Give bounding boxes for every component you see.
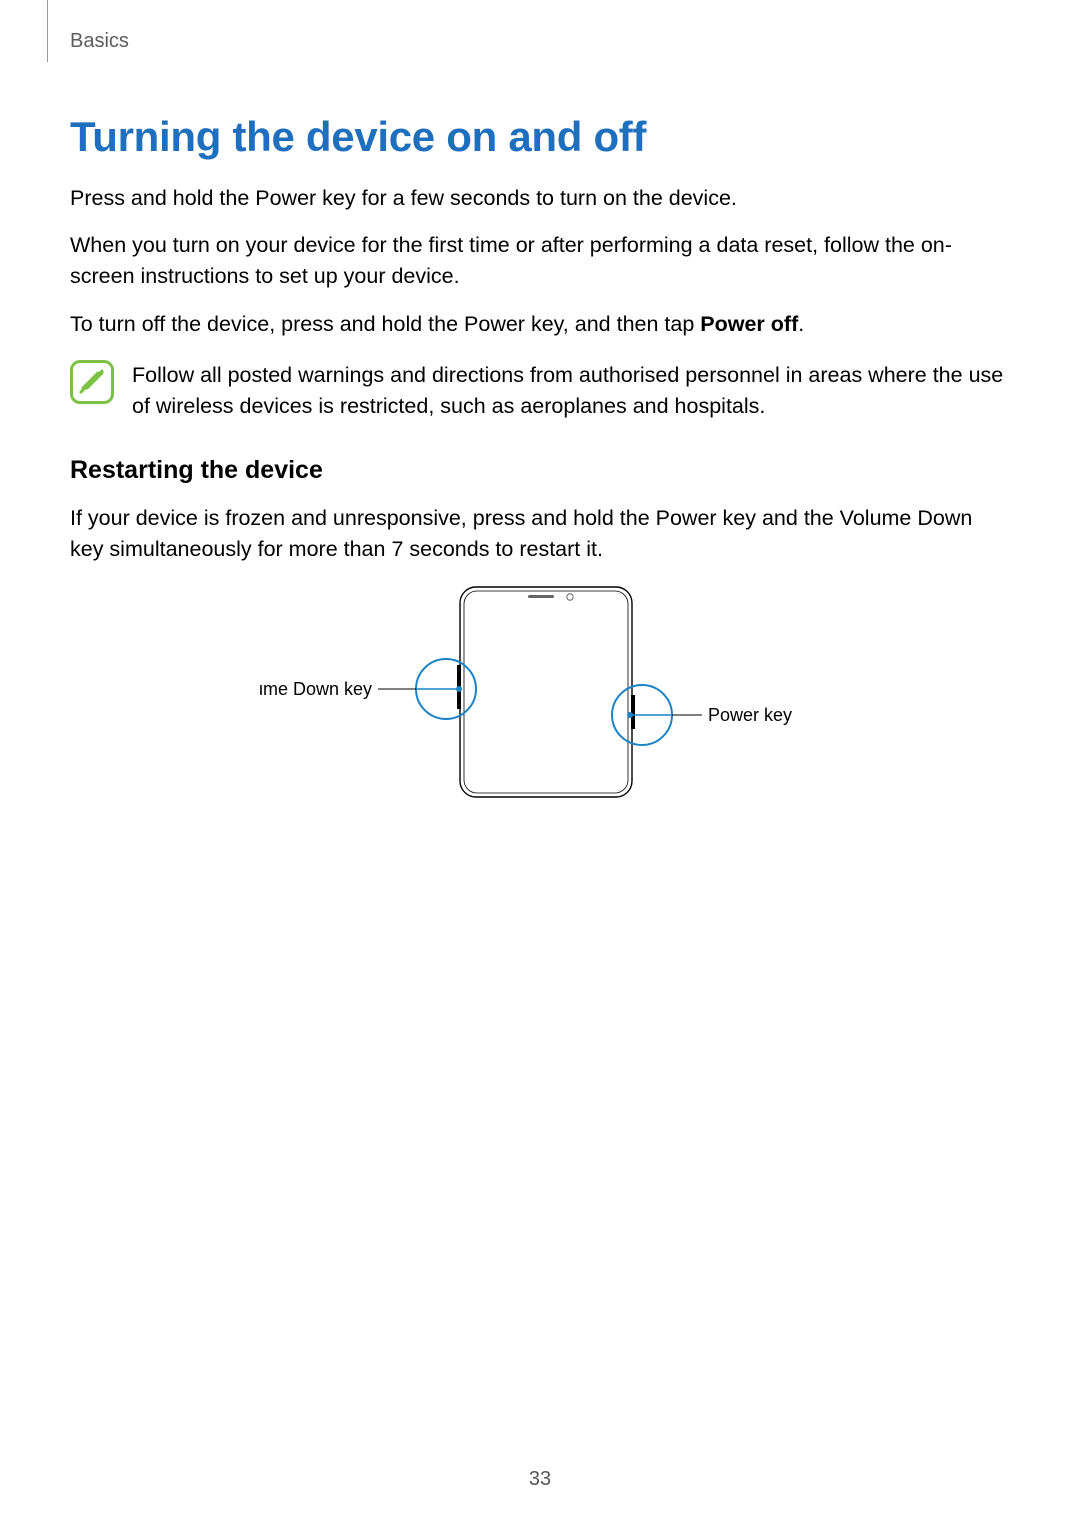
sub-paragraph: If your device is frozen and unresponsiv…	[70, 503, 1010, 565]
margin-line	[47, 0, 48, 62]
paragraph-3-pre: To turn off the device, press and hold t…	[70, 312, 700, 336]
device-diagram: Volume Down key Power key	[260, 581, 820, 801]
page-number: 33	[0, 1468, 1080, 1491]
paragraph-1: Press and hold the Power key for a few s…	[70, 183, 1010, 214]
svg-text:Volume Down key: Volume Down key	[260, 679, 372, 699]
note-block: Follow all posted warnings and direction…	[70, 360, 1010, 422]
paragraph-2: When you turn on your device for the fir…	[70, 230, 1010, 292]
page-title: Turning the device on and off	[70, 113, 1010, 161]
breadcrumb: Basics	[70, 30, 1010, 53]
svg-text:Power key: Power key	[708, 705, 792, 725]
note-icon	[70, 360, 114, 404]
paragraph-3-bold: Power off	[700, 312, 798, 336]
diagram: Volume Down key Power key	[70, 581, 1010, 801]
subheading: Restarting the device	[70, 456, 1010, 485]
paragraph-3-post: .	[798, 312, 804, 336]
paragraph-3: To turn off the device, press and hold t…	[70, 309, 1010, 340]
note-text: Follow all posted warnings and direction…	[132, 360, 1010, 422]
